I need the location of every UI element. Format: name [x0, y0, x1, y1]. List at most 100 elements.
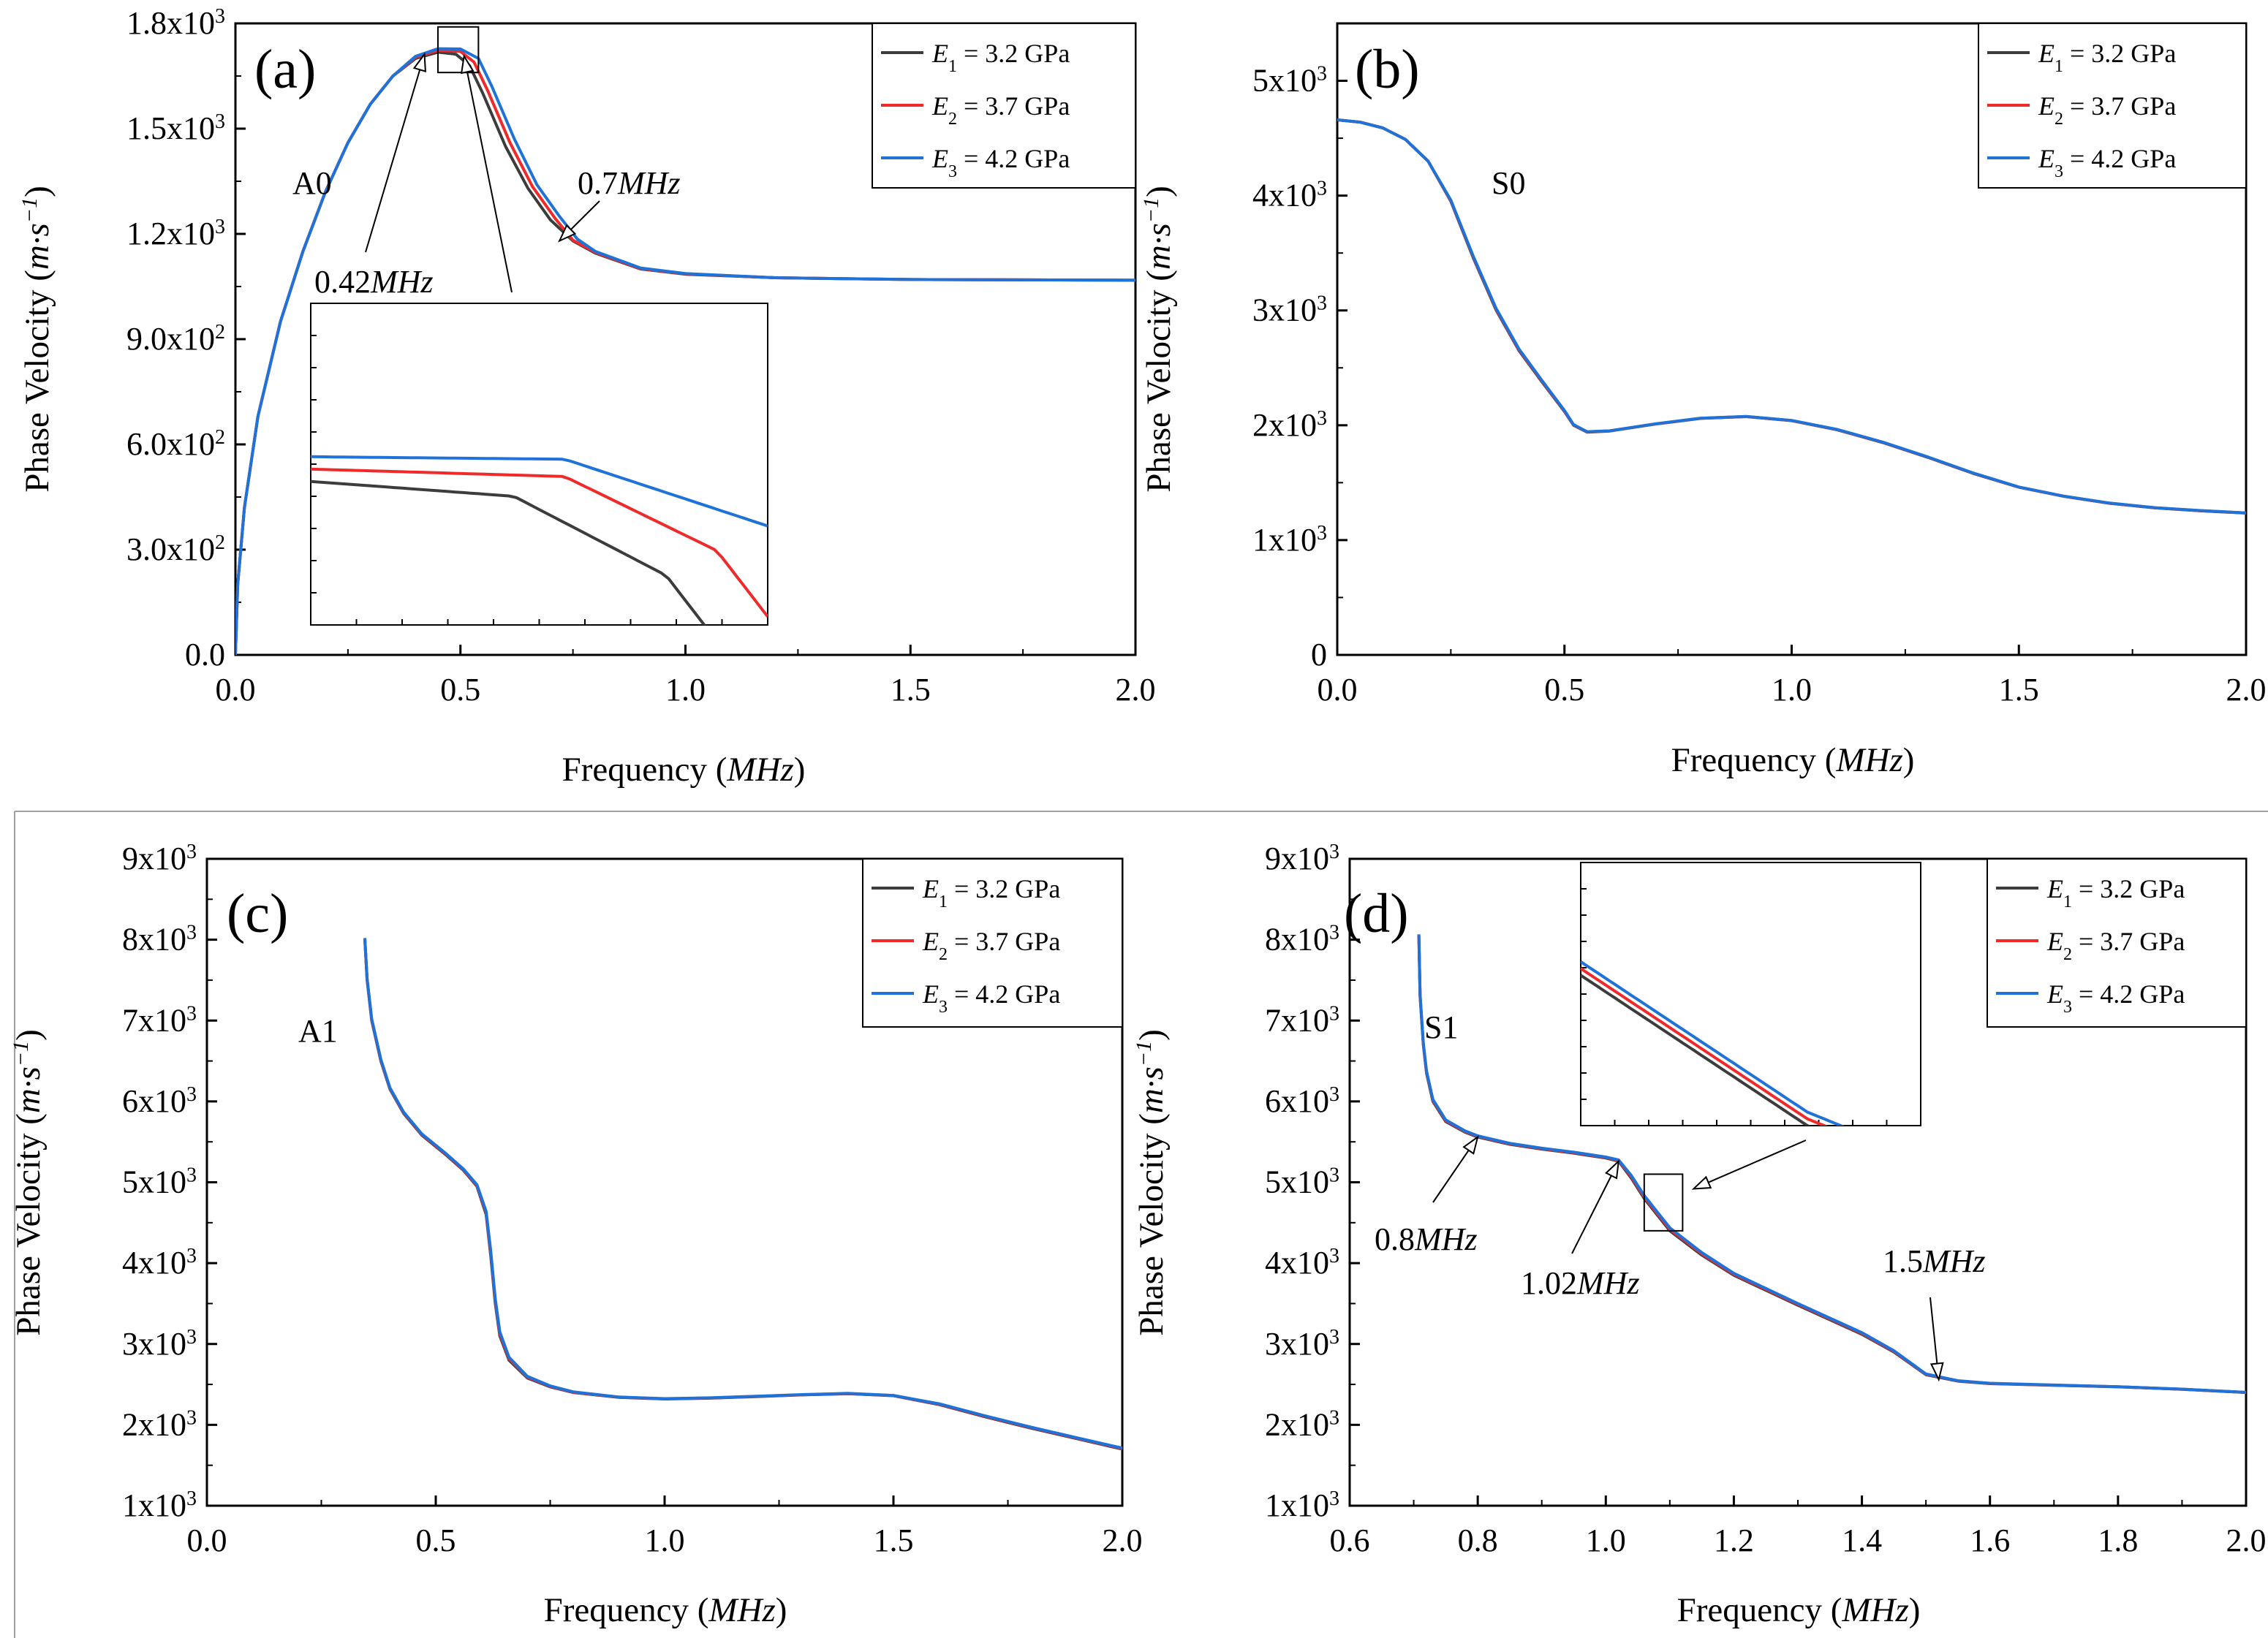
- x-tick-label: 1.5: [891, 672, 931, 708]
- x-tick-label: 0.5: [440, 672, 480, 708]
- inset-series-line-e3: [1581, 960, 1845, 1126]
- y-axis-label: Phase Velocity (m·s−1): [18, 186, 57, 492]
- x-tick-label: 1.5: [874, 1523, 914, 1558]
- y-tick-label: 4x103: [1265, 1245, 1339, 1281]
- y-tick-label: 2x103: [122, 1406, 197, 1443]
- y-tick-label: 5x103: [1265, 1164, 1339, 1200]
- y-tick-label: 1x103: [122, 1487, 197, 1524]
- series-line-e3: [235, 47, 1135, 655]
- x-tick-label: 0.6: [1330, 1523, 1370, 1558]
- x-axis-label: Frequency (MHz): [1671, 741, 1915, 779]
- y-tick-label: 7x103: [122, 1002, 197, 1039]
- x-tick-label: 0.0: [216, 672, 256, 708]
- mode-label: S1: [1424, 1009, 1458, 1045]
- legend-entry: E1 = 3.2 GPa: [931, 39, 1070, 76]
- inset-series-line-e2: [1581, 967, 1829, 1126]
- y-tick-label: 4x103: [1252, 177, 1327, 213]
- x-tick-label: 1.2: [1714, 1523, 1754, 1558]
- x-tick-label: 1.0: [1586, 1523, 1626, 1558]
- frequency-annotation: 1.02MHz: [1521, 1265, 1640, 1301]
- y-tick-label: 1x103: [1265, 1487, 1339, 1524]
- y-tick-label: 8x103: [122, 921, 197, 958]
- arrow-head: [1929, 1362, 1944, 1382]
- x-tick-label: 1.0: [1772, 672, 1812, 708]
- y-axis-label: Phase Velocity (m·s−1): [9, 1029, 48, 1335]
- legend-entry: E2 = 3.7 GPa: [2046, 927, 2185, 964]
- y-tick-label: 7x103: [1265, 1002, 1339, 1039]
- legend-entry: E3 = 4.2 GPa: [931, 144, 1070, 181]
- mode-label: A1: [298, 1013, 338, 1049]
- panel-label: (c): [227, 883, 288, 944]
- inset-series-line-e1: [311, 479, 706, 625]
- arrow-head: [412, 52, 426, 72]
- arrow-head: [1605, 1159, 1620, 1180]
- x-tick-label: 1.0: [665, 672, 706, 708]
- y-tick-label: 3.0x102: [126, 531, 225, 568]
- x-tick-label: 1.6: [1970, 1523, 2010, 1558]
- y-tick-label: 3x103: [122, 1325, 197, 1362]
- y-tick-label: 3x103: [1265, 1325, 1339, 1362]
- y-tick-label: 9.0x102: [126, 321, 225, 357]
- y-tick-label: 1x103: [1252, 521, 1327, 558]
- y-tick-label: 9x103: [1265, 841, 1339, 877]
- annotation-arrow: [1571, 1161, 1619, 1254]
- panel-label: (b): [1355, 39, 1420, 100]
- y-tick-label: 5x103: [122, 1164, 197, 1200]
- panel-b: 0.0 0.5 1.0 1.5 2.0 0 1x103 2x103 3x103 4x103 5x10…: [1139, 22, 2267, 779]
- x-tick-label: 2.0: [1103, 1523, 1143, 1558]
- legend: E1 = 3.2 GPa E2 = 3.7 GPa E3 = 4.2 GPa: [1987, 858, 2247, 1028]
- series-group: [1417, 934, 2246, 1395]
- legend-entry: E3 = 4.2 GPa: [2038, 144, 2176, 181]
- frequency-annotation: 0.8MHz: [1375, 1221, 1478, 1257]
- x-tick-label: 1.5: [1999, 672, 2039, 708]
- panel-a: 0.0 0.5 1.0 1.5 2.0 0.0 3.0x102 6.0x102 9.0x102 1…: [18, 5, 1156, 789]
- series-group: [235, 47, 1135, 655]
- y-tick-label: 9x103: [122, 841, 197, 877]
- y-tick-label: 2x103: [1252, 406, 1327, 443]
- zoom-box: [436, 26, 480, 74]
- y-axis-label: Phase Velocity (m·s−1): [1139, 186, 1179, 492]
- legend: E1 = 3.2 GPa E2 = 3.7 GPa E3 = 4.2 GPa: [1978, 23, 2247, 189]
- panel-d: 0.6 0.8 1.0 1.2 1.4 1.6 1.8 2.0 1x103 2x103 3x103 4…: [1132, 841, 2267, 1630]
- legend: E1 = 3.2 GPa E2 = 3.7 GPa E3 = 4.2 GPa: [862, 858, 1123, 1028]
- series-line-e3: [363, 938, 1122, 1450]
- mode-label: A0: [292, 165, 332, 201]
- x-tick-label: 0.0: [187, 1523, 227, 1558]
- arrow-head: [460, 53, 475, 75]
- inset-series-line-e1: [1581, 974, 1812, 1126]
- y-tick-label: 6x103: [122, 1082, 197, 1119]
- annotation-arrow: [365, 53, 426, 253]
- series-line-e3: [1337, 118, 2246, 515]
- legend-entry: E2 = 3.7 GPa: [922, 927, 1060, 964]
- legend-entry: E1 = 3.2 GPa: [922, 874, 1060, 911]
- legend-entry: E1 = 3.2 GPa: [2046, 874, 2185, 911]
- y-tick-label: 8x103: [1265, 921, 1339, 958]
- y-tick-label: 0.0: [185, 637, 225, 672]
- zoom-box: [1643, 1173, 1684, 1232]
- legend-entry: E2 = 3.7 GPa: [2038, 91, 2176, 129]
- inset-series-line-e3: [311, 455, 768, 528]
- y-tick-label: 3x103: [1252, 292, 1327, 328]
- y-tick-label: 0: [1311, 637, 1327, 672]
- y-tick-label: 4x103: [122, 1245, 197, 1281]
- x-axis-label: Frequency (MHz): [562, 751, 806, 789]
- y-tick-label: 6x103: [1265, 1082, 1339, 1119]
- inset: [1580, 862, 1921, 1190]
- x-tick-label: 0.8: [1458, 1523, 1498, 1558]
- x-tick-label: 1.0: [645, 1523, 685, 1558]
- y-tick-label: 1.5x103: [126, 110, 225, 147]
- inset-pointer: [463, 56, 513, 293]
- y-tick-label: 1.8x103: [126, 5, 225, 42]
- inset-frame: [310, 303, 768, 626]
- x-tick-label: 2.0: [2226, 672, 2267, 708]
- frequency-annotation: 0.7MHz: [578, 165, 681, 201]
- legend-entry: E1 = 3.2 GPa: [2038, 39, 2176, 76]
- arrow-head: [1462, 1135, 1479, 1155]
- legend-entry: E3 = 4.2 GPa: [922, 979, 1060, 1017]
- arrow-head: [558, 224, 577, 243]
- x-tick-label: 1.8: [2098, 1523, 2138, 1558]
- inset-series-line-e2: [311, 467, 768, 618]
- legend: E1 = 3.2 GPa E2 = 3.7 GPa E3 = 4.2 GPa: [872, 23, 1136, 189]
- y-tick-label: 2x103: [1265, 1406, 1339, 1443]
